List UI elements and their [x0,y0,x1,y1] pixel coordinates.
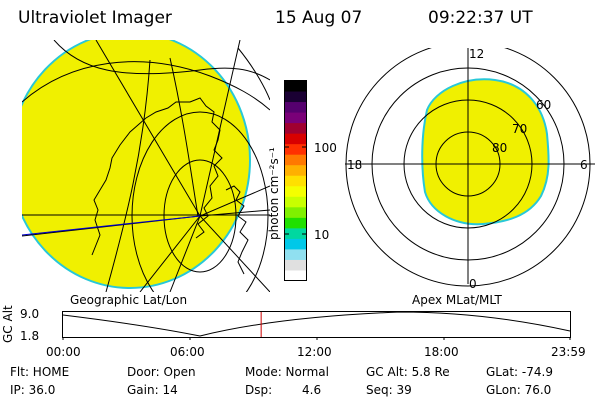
info-glat: GLat: -74.9 [486,365,553,379]
mlt-label-6: 6 [580,158,588,172]
altitude-ytick-high: 9.0 [20,307,40,321]
polar-map [345,48,595,287]
colorbar-strip [285,259,306,272]
mlat-label-80: 80 [492,141,508,155]
altitude-plot [62,311,571,340]
altitude-curve [62,311,571,337]
altitude-xtick-1800: 18:00 [424,345,459,359]
colorbar-strip [285,270,306,282]
info-glon: GLon: 76.0 [486,383,552,397]
coastline-east [225,185,249,275]
colorbar-strip [285,123,306,135]
info-gc-alt: GC Alt: 5.8 Re [366,365,450,379]
colorbar-strip [285,186,306,198]
info-gain: Gain: 14 [127,383,178,397]
altitude-xtick-0600: 06:00 [170,345,205,359]
info-seq: Seq: 39 [366,383,412,397]
colorbar-strip [285,144,306,156]
polar-map-label: Apex MLat/MLT [412,293,502,307]
coastline [91,97,223,256]
colorbar-strip [285,154,306,166]
colorbar-strip [285,91,306,103]
time-label: 09:22:37 UT [428,8,533,28]
colorbar-strip [285,102,306,114]
info-ip: IP: 36.0 [10,383,56,397]
colorbar-strip [285,249,306,261]
altitude-ytick-low: 1.8 [20,329,40,343]
info-dsp-value: 4.6 [302,383,322,397]
info-mode: Mode: Normal [245,365,329,379]
geo-emission-disk [22,40,251,289]
colorbar-strip [285,217,306,229]
instrument-title: Ultraviolet Imager [18,8,172,28]
colorbar-tick-100: 100 [314,141,337,155]
mlt-label-12: 12 [469,47,485,61]
colorbar-strip [285,165,306,177]
colorbar-strip [285,112,306,124]
colorbar-unit-label: photon cm⁻²s⁻¹ [267,147,281,240]
mlat-label-60: 60 [536,98,552,112]
mlat-label-70: 70 [512,122,528,136]
colorbar-strip [285,175,306,187]
altitude-xtick-1200: 12:00 [297,345,332,359]
colorbar-tick-10: 10 [314,228,330,242]
info-flight: Flt: HOME [10,365,70,379]
altitude-ylabel: GC Alt [1,305,15,343]
colorbar-strip [285,238,306,251]
colorbar-strip [285,228,306,240]
mlt-label-18: 18 [347,158,363,172]
colorbar [284,80,307,282]
colorbar-strip [285,207,306,219]
altitude-xtick-0000: 00:00 [46,345,81,359]
polar-emission-region [421,78,550,226]
colorbar-strip [285,133,306,145]
date-label: 15 Aug 07 [275,8,363,28]
colorbar-strip [285,81,306,93]
info-dsp-label: Dsp: [245,383,273,397]
altitude-xtick-2359: 23:59 [551,345,586,359]
geo-map-label: Geographic Lat/Lon [70,293,188,307]
colorbar-strip [285,196,306,208]
info-door: Door: Open [127,365,196,379]
mlt-label-0: 0 [469,277,477,291]
geographic-map [21,40,270,292]
